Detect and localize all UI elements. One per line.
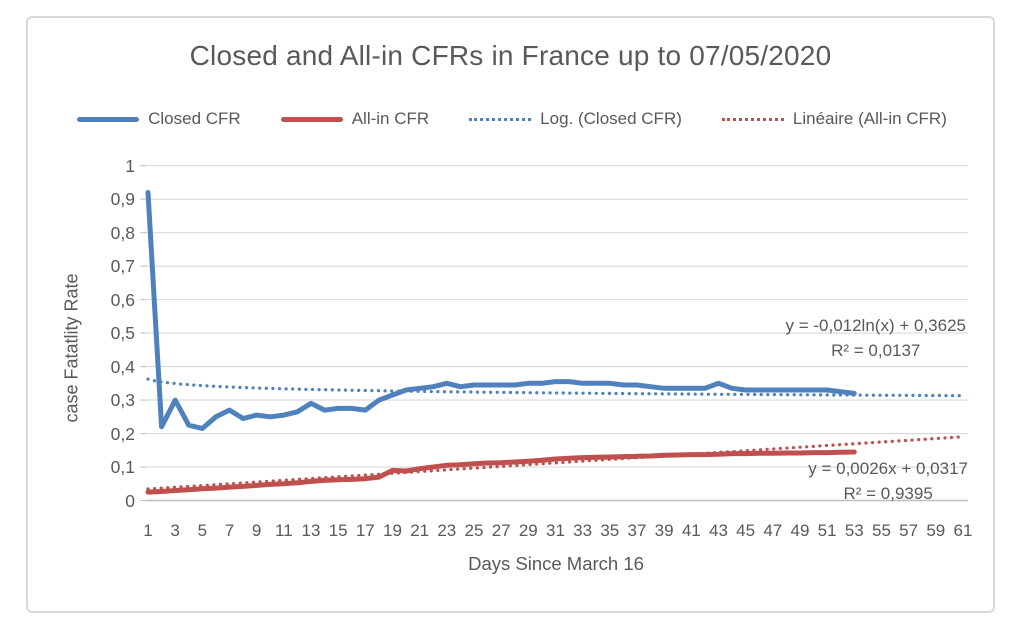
x-tick-label: 49	[790, 521, 810, 540]
y-axis-title: case Fatatlity Rate	[61, 273, 82, 423]
log-trend-dotted-sample-icon	[469, 117, 532, 121]
x-tick-label: 59	[926, 521, 946, 540]
x-tick-label: 7	[224, 521, 235, 540]
chart-frame	[26, 16, 995, 613]
x-tick-label: 39	[654, 521, 674, 540]
y-tick-label: 1	[125, 155, 135, 176]
y-tick-label: 0,8	[110, 222, 135, 243]
x-tick-label: 47	[763, 521, 783, 540]
x-tick-label: 15	[328, 521, 348, 540]
x-tick-label: 61	[953, 521, 973, 540]
x-tick-label: 29	[518, 521, 538, 540]
linear-trend-dotted-sample-icon	[721, 117, 784, 121]
y-tick-label: 0	[125, 490, 135, 511]
legend-item-all-in-cfr: All-in CFR	[280, 109, 430, 129]
annotation-line: y = 0,0026x + 0,0317	[808, 459, 968, 478]
legend-label: Closed CFR	[148, 109, 241, 128]
x-tick-label: 1	[143, 521, 153, 540]
x-tick-label: 55	[872, 521, 891, 540]
legend-item-log-trend: Log. (Closed CFR)	[469, 109, 682, 129]
x-tick-label: 57	[899, 521, 919, 540]
legend-item-linear-trend: Linéaire (All-in CFR)	[721, 109, 947, 129]
y-tick-label: 0,7	[110, 256, 135, 277]
linear-trend-equation-annotation: y = 0,0026x + 0,0317 R² = 0,9395	[808, 456, 968, 506]
x-tick-label: 31	[546, 521, 565, 540]
y-tick-label: 0,9	[110, 189, 135, 210]
y-tick-label: 0,6	[110, 289, 135, 310]
legend-label: Linéaire (All-in CFR)	[792, 109, 947, 128]
all-in-cfr-line-sample-icon	[280, 116, 343, 122]
legend-label: All-in CFR	[351, 109, 430, 128]
y-tick-label: 0,5	[110, 323, 135, 344]
x-tick-label: 45	[736, 521, 756, 540]
closed-cfr-line-sample-icon	[77, 116, 140, 122]
x-tick-label: 51	[817, 521, 837, 540]
annotation-line: y = -0,012ln(x) + 0,3625	[785, 316, 966, 335]
x-tick-label: 13	[301, 521, 321, 540]
x-tick-label: 23	[437, 521, 457, 540]
x-tick-label: 37	[627, 521, 647, 540]
legend-label: Log. (Closed CFR)	[540, 109, 682, 128]
y-tick-label: 0,1	[110, 457, 135, 478]
y-tick-label: 0,2	[110, 423, 135, 444]
chart-title: Closed and All-in CFRs in France up to 0…	[189, 40, 832, 71]
x-tick-label: 5	[197, 521, 208, 540]
x-tick-label: 19	[383, 521, 402, 540]
annotation-line: R² = 0,9395	[843, 484, 933, 503]
x-tick-label: 3	[170, 521, 180, 540]
x-tick-label: 53	[844, 521, 864, 540]
series-line-log-closed-cfr-	[146, 377, 965, 398]
y-tick-label: 0,4	[110, 356, 135, 377]
annotation-line: R² = 0,0137	[831, 341, 921, 360]
series-line-all-in-cfr	[145, 449, 857, 495]
legend-item-closed-cfr: Closed CFR	[77, 109, 241, 129]
x-tick-label: 21	[410, 521, 430, 540]
x-tick-label: 11	[275, 521, 293, 540]
series-line-closed-cfr	[145, 190, 857, 431]
y-tick-label: 0,3	[110, 390, 135, 411]
x-tick-label: 9	[251, 521, 262, 540]
x-axis-title: Days Since March 16	[468, 553, 644, 574]
x-tick-label: 41	[681, 521, 701, 540]
x-tick-label: 35	[600, 521, 620, 540]
x-tick-label: 33	[573, 521, 593, 540]
legend: Closed CFR All-in CFR Log. (Closed CFR) …	[40, 106, 984, 132]
series-line-lin-aire-all-in-cfr-	[146, 435, 965, 491]
log-trend-equation-annotation: y = -0,012ln(x) + 0,3625 R² = 0,0137	[785, 313, 966, 363]
x-tick-label: 17	[355, 521, 375, 540]
x-tick-label: 27	[491, 521, 511, 540]
x-tick-label: 25	[464, 521, 484, 540]
x-tick-label: 43	[709, 521, 728, 540]
